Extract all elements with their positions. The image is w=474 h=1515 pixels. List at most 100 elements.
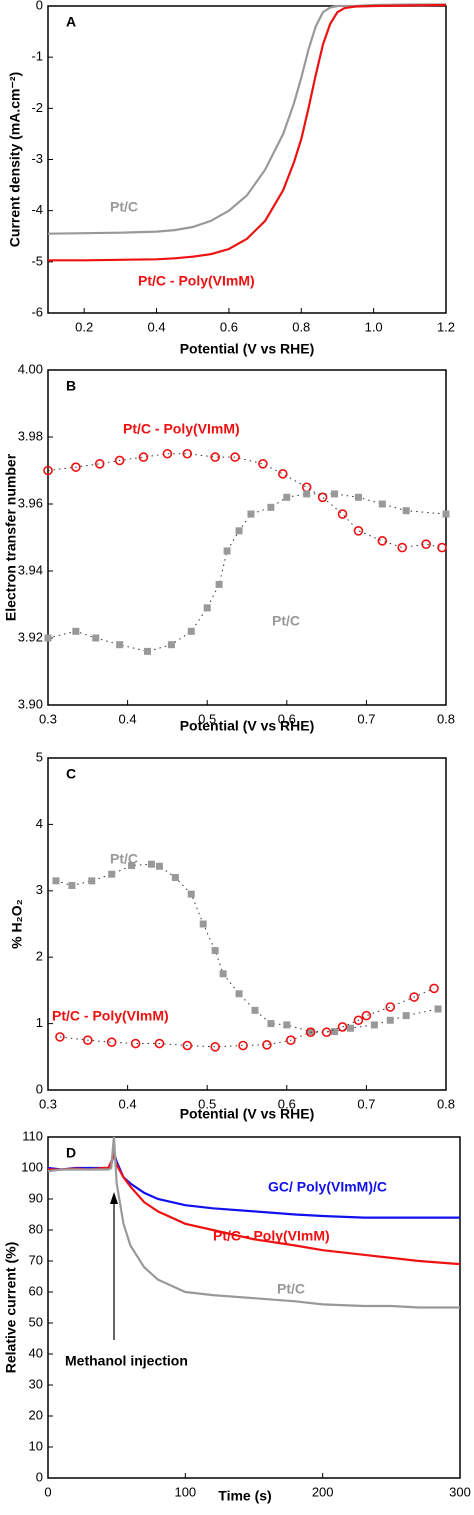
data-point [138,452,149,462]
data-point [377,536,388,546]
series-label: Pt/C - Poly(VImM) [52,1008,169,1024]
y-tick-label: 2 [36,949,43,964]
y-tick-label: 100 [21,1159,43,1174]
y-tick-label: 0 [36,1081,43,1096]
data-point [346,1024,354,1032]
x-tick-label: 0 [44,1484,51,1499]
series-line [47,3,446,235]
data-point [162,448,173,459]
data-point [187,890,195,898]
data-point [187,627,195,635]
data-point [55,1032,65,1042]
x-tick-label: 0.6 [220,319,238,334]
y-tick-label: -3 [31,151,43,166]
y-axis-label: Relative current (%) [3,1242,19,1373]
data-point [370,1021,378,1029]
data-point [402,1012,410,1020]
data-point [305,1027,316,1038]
data-point [331,1028,339,1036]
series-connector [55,863,439,1033]
data-point [353,525,364,536]
data-point [337,509,348,519]
data-point [386,1016,394,1024]
panel-label: A [66,14,76,30]
data-point [210,1042,220,1052]
y-tick-label: 40 [29,1345,43,1360]
x-tick-label: 0.4 [148,319,166,334]
x-tick-label: 0.4 [119,1096,137,1111]
data-point [92,634,100,642]
data-point [267,503,275,511]
y-tick-label: 3.90 [18,696,43,711]
x-tick-label: 1.2 [437,319,455,334]
data-point [71,462,81,472]
panel: 0.3 0.4 0.5 0.6 0.7 0.8 0 1 2 3 4 5 Potential (V vs … [9,749,455,1121]
x-tick-label: 1.0 [365,319,383,334]
data-point [353,1015,364,1026]
data-point [434,1005,442,1013]
x-tick-label: 0.8 [437,1096,455,1111]
data-point [283,1021,291,1029]
y-tick-label: 0 [36,1469,43,1484]
y-tick-label: 0 [36,0,43,12]
y-tick-label: -4 [31,202,43,217]
series-label: Pt/C [110,851,138,867]
x-tick-label: 0.8 [437,711,455,726]
x-axis-label: Time (s) [218,1488,271,1504]
series-connector [47,453,443,549]
annotation-arrowhead [110,1192,118,1204]
x-tick-label: 0.5 [198,711,216,726]
data-point [247,510,255,518]
y-tick-label: 1 [36,1015,43,1030]
x-axis-label: Potential (V vs RHE) [180,718,315,734]
y-axis-label: Electron transfer number [3,453,19,621]
x-axis-label: Potential (V vs RHE) [180,341,315,357]
data-point [72,627,80,635]
x-tick-label: 200 [312,1484,334,1499]
data-point [409,992,419,1002]
x-tick-label: 0.5 [198,1096,216,1111]
plot-frame [47,369,447,706]
y-tick-label: 20 [29,1407,43,1422]
data-point [203,604,211,612]
y-tick-label: 30 [29,1376,43,1391]
data-point [88,877,96,885]
y-tick-label: 4 [36,816,43,831]
x-tick-label: 100 [174,1484,196,1499]
data-point [223,547,231,555]
data-point [94,458,105,469]
y-tick-label: 80 [29,1221,43,1236]
data-point [83,1035,93,1045]
data-point [361,1010,372,1021]
y-tick-label: 110 [22,1128,43,1143]
x-tick-label: 0.3 [39,711,57,726]
data-point [182,448,193,459]
y-tick-label: 3.92 [18,629,43,644]
y-tick-label: -1 [31,49,43,64]
data-point [182,1040,193,1051]
series-label: Pt/C - Poly(VImM) [123,421,240,437]
data-point [155,862,163,870]
data-point [429,983,439,994]
y-tick-label: -2 [31,100,43,115]
panel-label: C [66,766,76,782]
panel: 0.2 0.4 0.6 0.8 1.0 1.2 -6 -5 -4 -3 -2 -1 0 Potential… [7,0,455,357]
plot-frame [47,5,447,314]
data-point [285,1035,296,1045]
data-point [303,490,311,498]
data-point [199,920,207,928]
data-point [267,1020,275,1028]
series-label: Pt/C - Poly(VImM) [213,1228,330,1244]
data-point [421,539,431,550]
data-point [43,465,53,476]
y-tick-label: 90 [29,1190,43,1205]
series-connector [47,493,447,652]
data-point [52,877,60,885]
data-point [116,641,124,649]
data-point [215,580,223,588]
y-tick-label: 4.00 [18,361,43,376]
data-point [219,970,227,978]
data-point [283,493,291,501]
annotation: Methanol injection [65,1353,188,1369]
